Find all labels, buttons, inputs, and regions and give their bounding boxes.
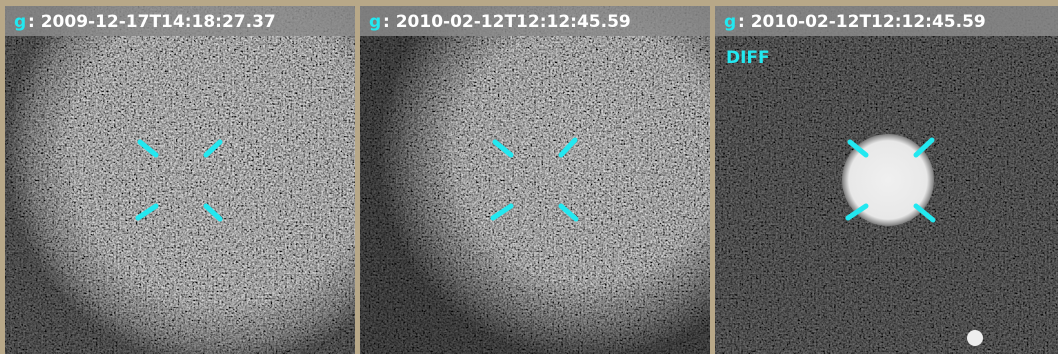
panel: g : 2009-12-17T14:18:27.37 (5, 6, 355, 354)
diff-label: DIFF (726, 48, 770, 68)
image-triptych: g : 2009-12-17T14:18:27.37 g : 2010-02-1… (0, 0, 1058, 354)
timestamp: : 2010-02-12T12:12:45.59 (738, 12, 986, 32)
image (360, 6, 710, 354)
source (967, 330, 983, 346)
image (5, 6, 355, 354)
filter: g (14, 12, 26, 32)
panel: g : 2010-02-12T12:12:45.59 (360, 6, 710, 354)
filter: g (369, 12, 381, 32)
timestamp: : 2010-02-12T12:12:45.59 (383, 12, 631, 32)
panel: g : 2010-02-12T12:12:45.59 DIFF (715, 6, 1058, 354)
filter: g (724, 12, 736, 32)
timestamp: : 2009-12-17T14:18:27.37 (28, 12, 276, 32)
